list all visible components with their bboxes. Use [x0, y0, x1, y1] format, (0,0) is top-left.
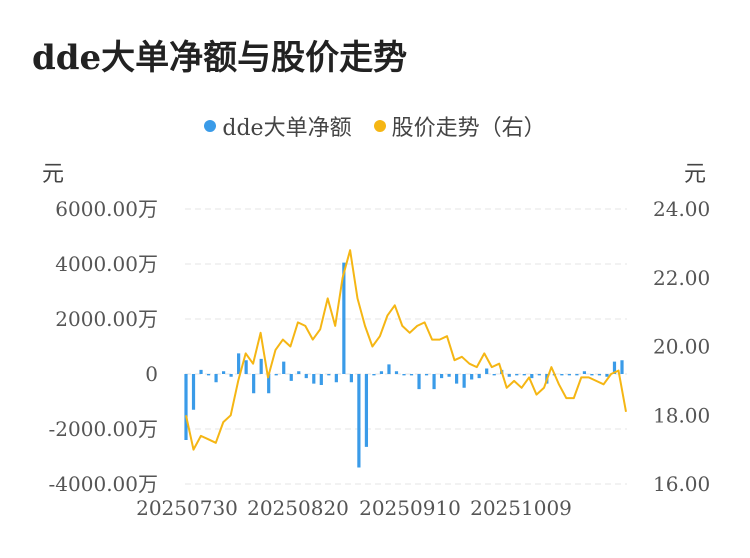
bar	[432, 374, 436, 390]
bar	[560, 374, 564, 376]
bar	[590, 374, 594, 376]
bar	[267, 374, 271, 394]
x-axis-ticks: 20250730 20250820 20250910 20251009	[136, 496, 572, 520]
bar	[304, 374, 308, 379]
bar	[282, 361, 286, 374]
x-tick-label: 20250730	[136, 496, 238, 520]
right-axis-ticks: 24.00 22.00 20.00 18.00 16.00	[653, 197, 710, 496]
x-tick-label: 20250910	[359, 496, 461, 520]
bar	[312, 374, 316, 384]
bar	[417, 374, 421, 390]
bar	[537, 374, 541, 376]
bar	[229, 374, 233, 377]
bar	[191, 374, 196, 410]
bar	[221, 371, 226, 374]
left-axis-ticks: 6000.00万 4000.00万 2000.00万 0 -2000.00万 -4000.…	[49, 197, 158, 496]
price-line	[185, 249, 627, 451]
right-axis-unit: 元	[684, 162, 707, 187]
bar	[447, 374, 451, 377]
bar	[342, 262, 346, 374]
bar	[357, 374, 361, 468]
bar	[327, 374, 331, 376]
x-tick-label: 20251009	[470, 496, 572, 520]
bar	[597, 374, 602, 376]
right-tick-label: 22.00	[653, 266, 710, 290]
x-tick-label: 20250820	[247, 496, 349, 520]
bar	[206, 374, 211, 376]
bar	[605, 374, 609, 377]
legend-label-dde: dde大单净额	[222, 116, 352, 141]
bar	[199, 369, 203, 374]
bar	[522, 374, 526, 376]
bar	[237, 353, 241, 374]
left-tick-label: 6000.00万	[55, 197, 158, 221]
chart-title: dde大单净额与股价走势	[32, 38, 408, 78]
bar	[334, 374, 338, 383]
bar	[462, 374, 466, 388]
bar	[409, 374, 414, 376]
bar	[530, 374, 534, 379]
legend-dot-price-icon	[373, 120, 386, 132]
bar	[582, 371, 587, 374]
grid-lines	[185, 208, 627, 485]
bar	[507, 374, 511, 377]
line-series	[185, 249, 627, 451]
left-tick-label: -4000.00万	[49, 472, 158, 496]
bar	[349, 374, 353, 383]
bar	[394, 371, 399, 374]
bar	[259, 358, 263, 374]
legend-item-dde[interactable]: dde大单净额	[204, 110, 352, 142]
bar	[364, 374, 369, 447]
left-tick-label: 0	[145, 362, 158, 386]
left-tick-label: -2000.00万	[49, 417, 158, 441]
bar	[252, 374, 256, 394]
right-tick-label: 20.00	[653, 335, 710, 359]
bar	[372, 374, 376, 376]
bar	[567, 374, 571, 376]
bar	[244, 360, 248, 374]
legend-item-price[interactable]: 股价走势（右）	[373, 110, 546, 142]
legend-dot-dde-icon	[204, 120, 217, 132]
bar	[455, 374, 459, 384]
bar	[319, 374, 323, 385]
bar	[620, 360, 624, 374]
bar	[470, 374, 474, 380]
bar	[439, 374, 444, 379]
bar-series	[184, 262, 624, 468]
bar	[575, 374, 579, 376]
right-tick-label: 16.00	[653, 472, 710, 496]
bar	[379, 371, 384, 374]
bar	[184, 374, 188, 440]
right-tick-label: 24.00	[653, 197, 710, 221]
bar	[274, 374, 278, 376]
bar	[297, 371, 301, 374]
legend: dde大单净额 股价走势（右）	[0, 110, 750, 142]
bar	[492, 374, 496, 376]
legend-label-price: 股价走势（右）	[391, 116, 546, 141]
left-tick-label: 2000.00万	[55, 307, 158, 331]
left-tick-label: 4000.00万	[55, 252, 158, 276]
bar	[477, 374, 481, 379]
bar	[214, 374, 218, 383]
bar	[289, 374, 293, 381]
bar	[612, 361, 617, 374]
bar	[515, 374, 519, 376]
bar	[402, 374, 406, 376]
right-tick-label: 18.00	[653, 403, 710, 427]
bar	[387, 364, 391, 374]
bar	[485, 368, 489, 374]
bar	[424, 374, 429, 376]
left-axis-unit: 元	[42, 162, 65, 187]
